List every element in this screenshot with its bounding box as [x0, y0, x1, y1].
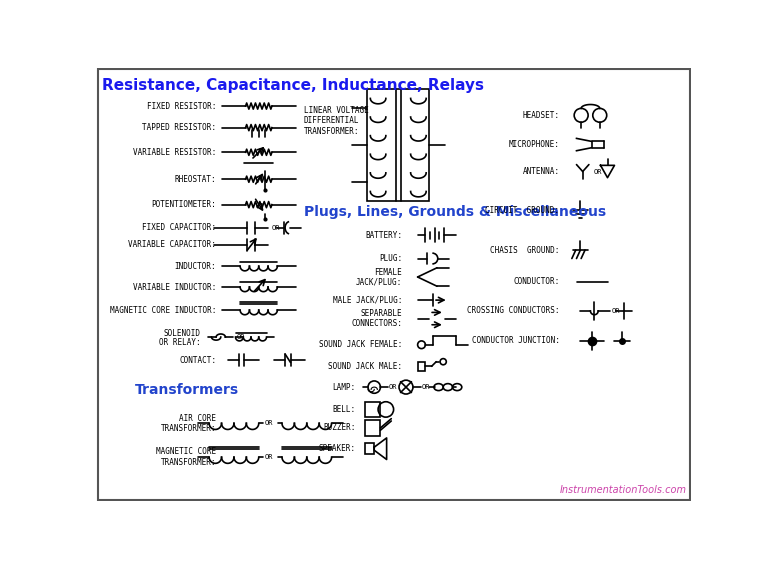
Text: FIXED CAPACITOR:: FIXED CAPACITOR: [142, 223, 216, 232]
Text: RHEOSTAT:: RHEOSTAT: [174, 175, 216, 184]
Text: TAPPED RESISTOR:: TAPPED RESISTOR: [142, 123, 216, 132]
Text: OR: OR [272, 225, 280, 231]
Text: PLUG:: PLUG: [379, 254, 402, 263]
Text: MICROPHONE:: MICROPHONE: [508, 140, 559, 149]
Text: Plugs, Lines, Grounds & Miscellaneous: Plugs, Lines, Grounds & Miscellaneous [303, 204, 606, 218]
Text: SEPARABLE: SEPARABLE [360, 310, 402, 319]
Text: BELL:: BELL: [333, 405, 356, 414]
Bar [365, 420, 380, 436]
Text: Resistance, Capacitance, Inductance, Relays: Resistance, Capacitance, Inductance, Rel… [102, 78, 484, 93]
Text: VARIABLE RESISTOR:: VARIABLE RESISTOR: [133, 148, 216, 157]
Text: JACK/PLUG:: JACK/PLUG: [356, 277, 402, 286]
Text: OR: OR [237, 334, 245, 340]
Text: CIRCUIT  GROUND:: CIRCUIT GROUND: [485, 205, 559, 215]
Text: OR: OR [264, 454, 273, 460]
Text: ANTENNA:: ANTENNA: [522, 167, 559, 176]
Text: CONNECTORS:: CONNECTORS: [351, 319, 402, 328]
Text: OR RELAY:: OR RELAY: [159, 338, 200, 347]
Text: InstrumentationTools.com: InstrumentationTools.com [560, 485, 687, 495]
Text: FEMALE: FEMALE [374, 268, 402, 277]
Text: VARIABLE INDUCTOR:: VARIABLE INDUCTOR: [133, 283, 216, 292]
Text: POTENTIOMETER:: POTENTIOMETER: [151, 200, 216, 209]
Text: SOUND JACK FEMALE:: SOUND JACK FEMALE: [319, 340, 402, 349]
Text: CONDUCTOR JUNCTION:: CONDUCTOR JUNCTION: [472, 337, 559, 346]
Text: SOLENOID: SOLENOID [164, 329, 200, 338]
Text: MAGNETIC CORE INDUCTOR:: MAGNETIC CORE INDUCTOR: [110, 306, 216, 315]
Text: Transformers: Transformers [134, 383, 239, 397]
Text: CONTACT:: CONTACT: [179, 356, 216, 365]
Bar [367, 89, 429, 201]
Text: BUZZER:: BUZZER: [323, 423, 356, 432]
Bar [365, 402, 380, 417]
Text: OR: OR [264, 421, 273, 426]
Bar [418, 361, 425, 371]
Text: SOUND JACK MALE:: SOUND JACK MALE: [328, 362, 402, 371]
Text: HEADSET:: HEADSET: [522, 111, 559, 120]
Text: LINEAR VOLTAGE
DIFFERENTIAL
TRANSFORMER:: LINEAR VOLTAGE DIFFERENTIAL TRANSFORMER: [303, 106, 369, 136]
Text: SPEAKER:: SPEAKER: [319, 444, 356, 453]
Text: OR: OR [422, 384, 430, 390]
Text: OR: OR [611, 308, 620, 314]
Text: CROSSING CONDUCTORS:: CROSSING CONDUCTORS: [467, 306, 559, 315]
Text: CONDUCTOR:: CONDUCTOR: [513, 277, 559, 286]
Text: BATTERY:: BATTERY: [365, 231, 402, 240]
Text: MAGNETIC CORE
TRANSFORMER:: MAGNETIC CORE TRANSFORMER: [156, 448, 216, 467]
Text: VARIABLE CAPACITOR:: VARIABLE CAPACITOR: [128, 240, 216, 249]
FancyBboxPatch shape [98, 69, 690, 499]
Text: INDUCTOR:: INDUCTOR: [174, 262, 216, 271]
Text: OR: OR [389, 384, 398, 390]
Text: OR: OR [594, 168, 602, 175]
Bar [365, 443, 374, 454]
Text: CHASIS  GROUND:: CHASIS GROUND: [490, 245, 559, 254]
Text: LAMP:: LAMP: [333, 383, 356, 392]
Text: AIR CORE
TRANSFORMER:: AIR CORE TRANSFORMER: [161, 414, 216, 433]
Text: FIXED RESISTOR:: FIXED RESISTOR: [147, 101, 216, 110]
Text: MALE JACK/PLUG:: MALE JACK/PLUG: [333, 296, 402, 305]
